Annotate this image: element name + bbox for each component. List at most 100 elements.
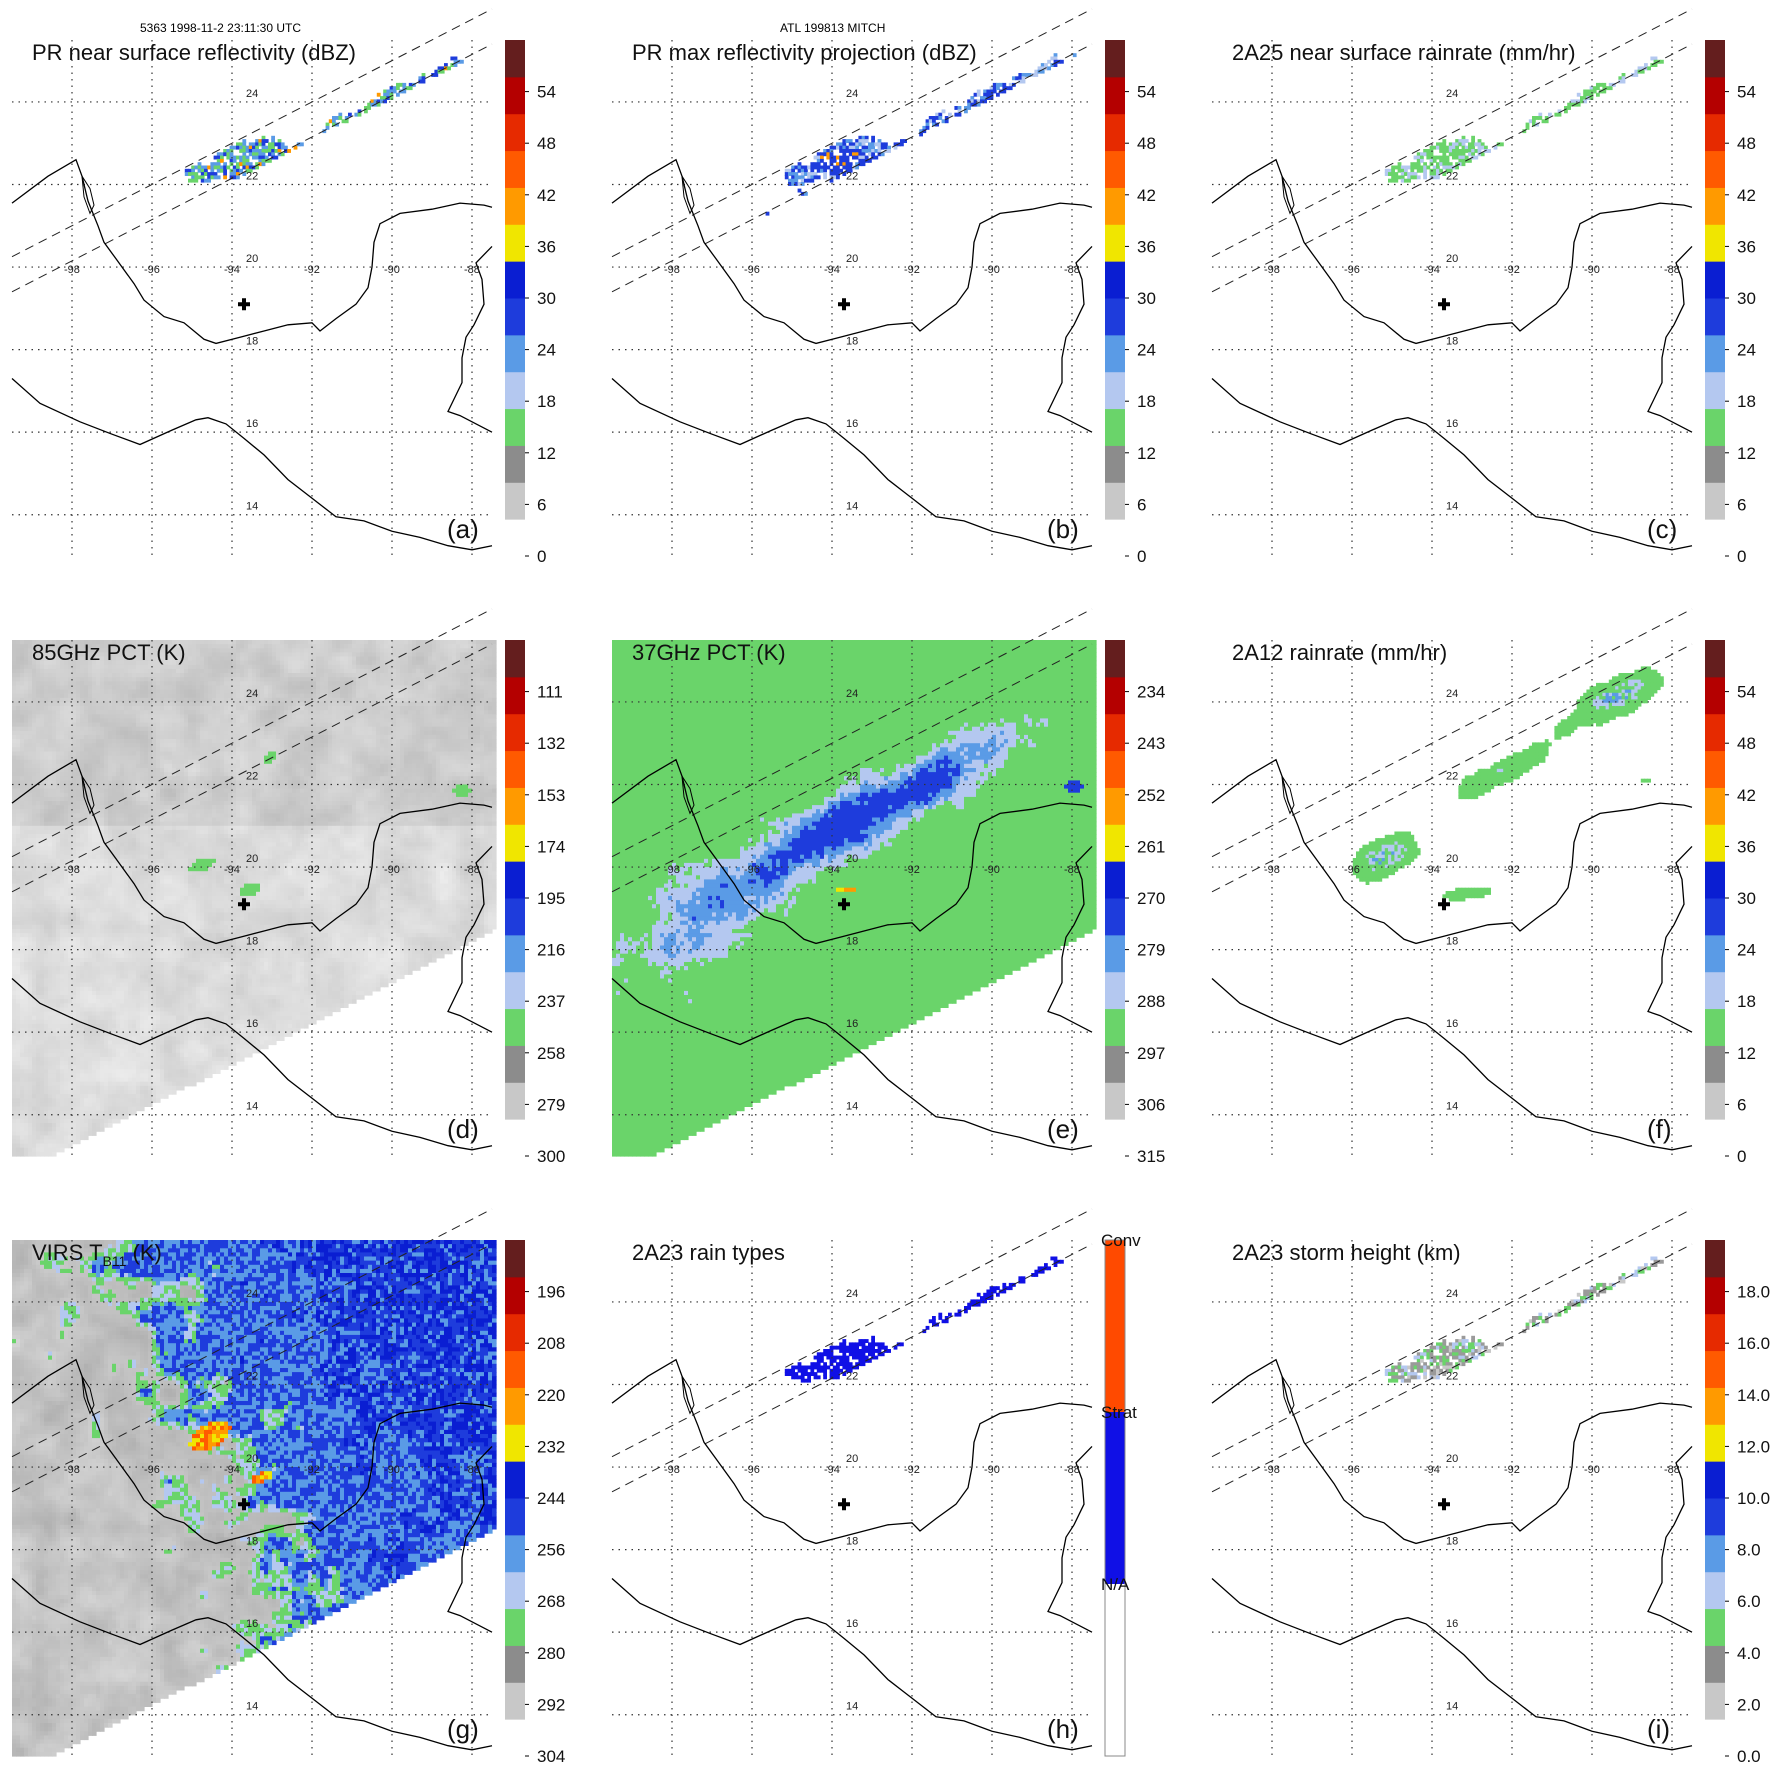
heatmap-cell	[100, 859, 105, 864]
heatmap-cell	[112, 789, 117, 794]
coastline	[612, 160, 1092, 344]
heatmap-cell	[28, 1049, 33, 1054]
heatmap-cell	[124, 1020, 129, 1025]
heatmap-cell	[48, 1016, 53, 1021]
coastline	[1212, 379, 1692, 550]
heatmap-cell	[136, 785, 141, 790]
heatmap-cell	[68, 950, 73, 955]
heatmap-cell	[72, 1098, 77, 1103]
heatmap-cell	[116, 896, 121, 901]
colorbar-segment	[1105, 335, 1125, 372]
heatmap-cell	[116, 846, 121, 851]
heatmap-cell	[28, 714, 33, 719]
heatmap-cell	[56, 1078, 61, 1083]
heatmap-cell	[76, 809, 81, 814]
heatmap-cell	[128, 830, 133, 835]
heatmap-cell	[100, 1040, 105, 1045]
heatmap-cell	[72, 937, 77, 942]
heatmap-cell	[92, 1123, 97, 1128]
heatmap-cell	[56, 673, 61, 678]
heatmap-cell	[120, 962, 125, 967]
heatmap-cell	[20, 669, 25, 674]
heatmap-cell	[36, 855, 41, 860]
heatmap-cell	[16, 772, 21, 777]
heatmap-cell	[64, 1069, 69, 1074]
heatmap-cell	[92, 826, 97, 831]
heatmap-cell	[72, 855, 77, 860]
heatmap-cell	[112, 933, 117, 938]
colorbar-segment	[1105, 445, 1125, 482]
heatmap-cell	[132, 801, 137, 806]
heatmap-cell	[116, 1045, 121, 1050]
heatmap-cell	[28, 805, 33, 810]
heatmap-cell	[36, 677, 41, 682]
heatmap-cell	[104, 1090, 109, 1095]
heatmap-cell	[76, 966, 81, 971]
heatmap-cell	[96, 1098, 101, 1103]
lon-label: -88	[1064, 264, 1080, 276]
heatmap-cell	[12, 826, 17, 831]
heatmap-cell	[140, 830, 145, 835]
heatmap-cell	[120, 1102, 125, 1107]
colorbar-label: 30	[1737, 289, 1756, 308]
lat-label: 22	[1446, 170, 1458, 182]
heatmap-cell	[12, 859, 17, 864]
heatmap-cell	[100, 937, 105, 942]
heatmap-cell	[120, 669, 125, 674]
heatmap-cell	[88, 822, 93, 827]
heatmap-cell	[100, 714, 105, 719]
heatmap-cell	[48, 912, 53, 917]
heatmap-cell	[132, 1020, 137, 1025]
heatmap-cell	[116, 706, 121, 711]
heatmap-cell	[64, 735, 69, 740]
heatmap-cell	[28, 718, 33, 723]
heatmap-cell	[60, 681, 65, 686]
heatmap-cell	[64, 1049, 69, 1054]
heatmap-cell	[32, 991, 37, 996]
heatmap-cell	[84, 1016, 89, 1021]
heatmap-cell	[28, 1090, 33, 1095]
heatmap-cell	[24, 892, 29, 897]
heatmap-cell	[128, 1053, 133, 1058]
heatmap-cell	[116, 1024, 121, 1029]
heatmap-cell	[140, 677, 145, 682]
heatmap-cell	[44, 822, 49, 827]
heatmap-cell	[44, 1073, 49, 1078]
heatmap-cell	[40, 1045, 45, 1050]
heatmap-cell	[72, 884, 77, 889]
heatmap-cell	[104, 739, 109, 744]
heatmap-cell	[96, 747, 101, 752]
heatmap-cell	[64, 1115, 69, 1120]
heatmap-cell	[12, 1140, 17, 1145]
heatmap-cell	[80, 1007, 85, 1012]
heatmap-cell	[32, 974, 37, 979]
heatmap-cell	[48, 1090, 53, 1095]
heatmap-cell	[36, 871, 41, 876]
heatmap-cell	[116, 912, 121, 917]
heatmap-cell	[120, 896, 125, 901]
heatmap-cell	[64, 921, 69, 926]
heatmap-cell	[76, 1115, 81, 1120]
heatmap-cell	[104, 966, 109, 971]
heatmap-cell	[48, 921, 53, 926]
heatmap-cell	[88, 954, 93, 959]
heatmap-cell	[76, 756, 81, 761]
heatmap-cell	[52, 669, 57, 674]
heatmap-cell	[32, 871, 37, 876]
heatmap-cell	[52, 1144, 57, 1149]
heatmap-cell	[76, 1131, 81, 1136]
heatmap-cell	[16, 644, 21, 649]
heatmap-cell	[88, 1003, 93, 1008]
heatmap-cell	[60, 1098, 65, 1103]
heatmap-cell	[44, 974, 49, 979]
heatmap-cell	[40, 743, 45, 748]
heatmap-cell	[88, 879, 93, 884]
heatmap-cell	[128, 673, 133, 678]
heatmap-cell	[92, 780, 97, 785]
heatmap-cell	[32, 846, 37, 851]
heatmap-cell	[76, 896, 81, 901]
heatmap-cell	[128, 739, 133, 744]
heatmap-cell	[116, 1053, 121, 1058]
heatmap-cell	[116, 970, 121, 975]
heatmap-cell	[104, 946, 109, 951]
